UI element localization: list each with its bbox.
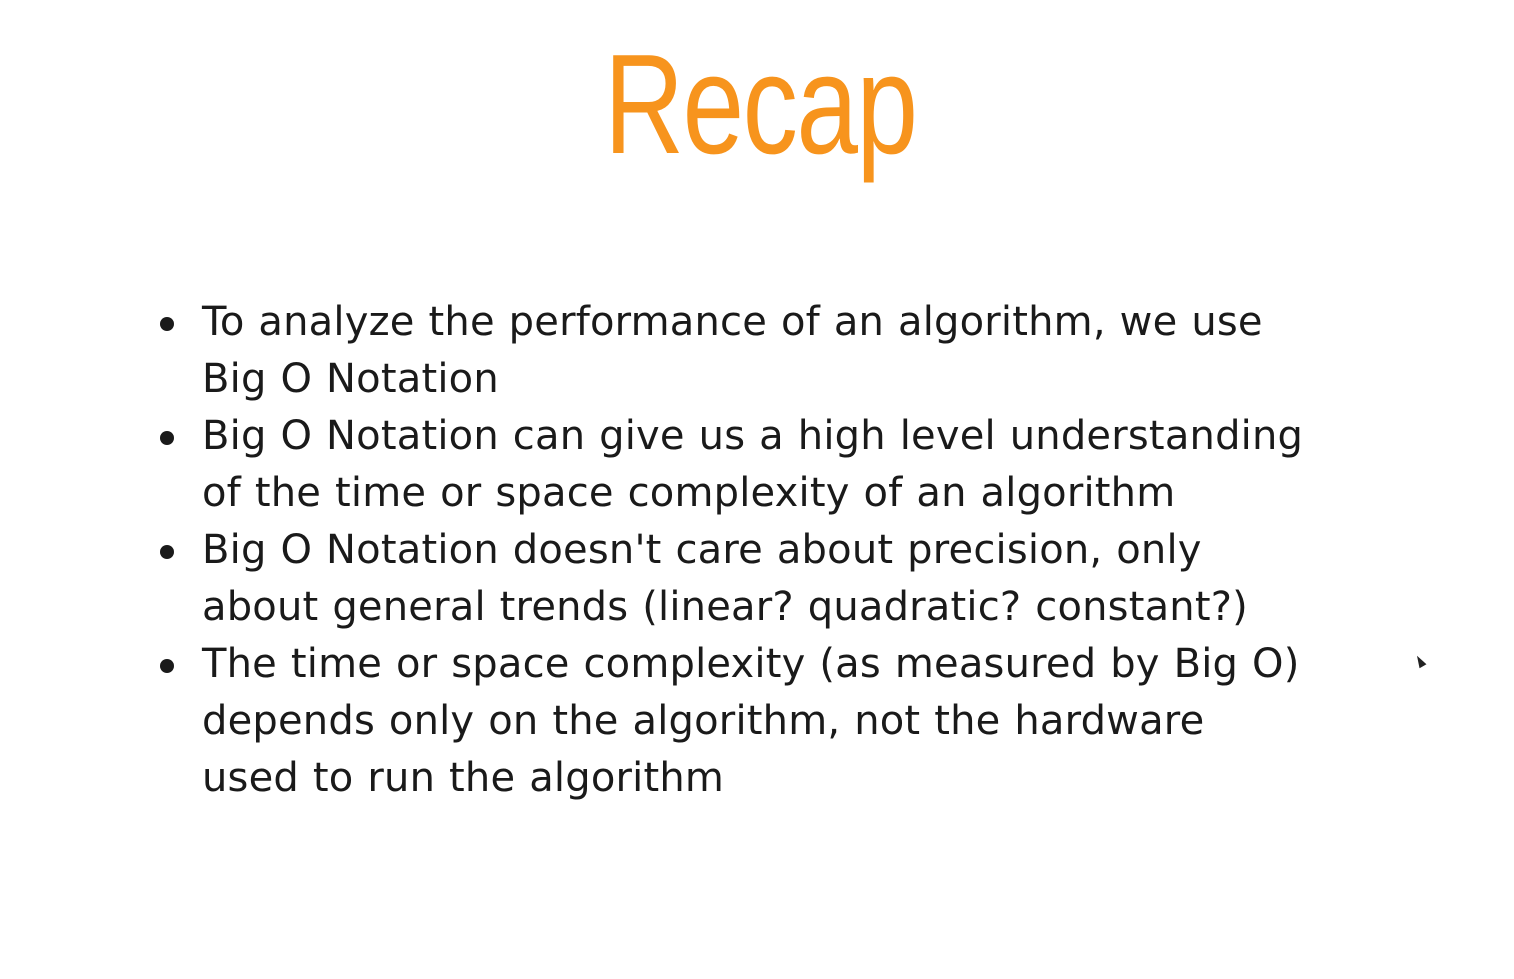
bullet-item: To analyze the performance of an algorit… [160,294,1460,408]
bullet-text: The time or space complexity (as measure… [202,641,1300,801]
bullet-text: Big O Notation doesn't care about precis… [202,527,1248,630]
bullet-dot-icon [160,659,174,673]
bullet-item: The time or space complexity (as measure… [160,636,1460,807]
bullet-item: Big O Notation can give us a high level … [160,408,1460,522]
bullet-text: To analyze the performance of an algorit… [202,299,1263,402]
bullet-dot-icon [160,431,174,445]
bullet-item: Big O Notation doesn't care about precis… [160,522,1460,636]
slide-title: Recap [604,25,918,184]
bullet-text: Big O Notation can give us a high level … [202,413,1304,516]
bullet-dot-icon [160,317,174,331]
bullet-dot-icon [160,545,174,559]
bullet-list: To analyze the performance of an algorit… [160,294,1460,807]
